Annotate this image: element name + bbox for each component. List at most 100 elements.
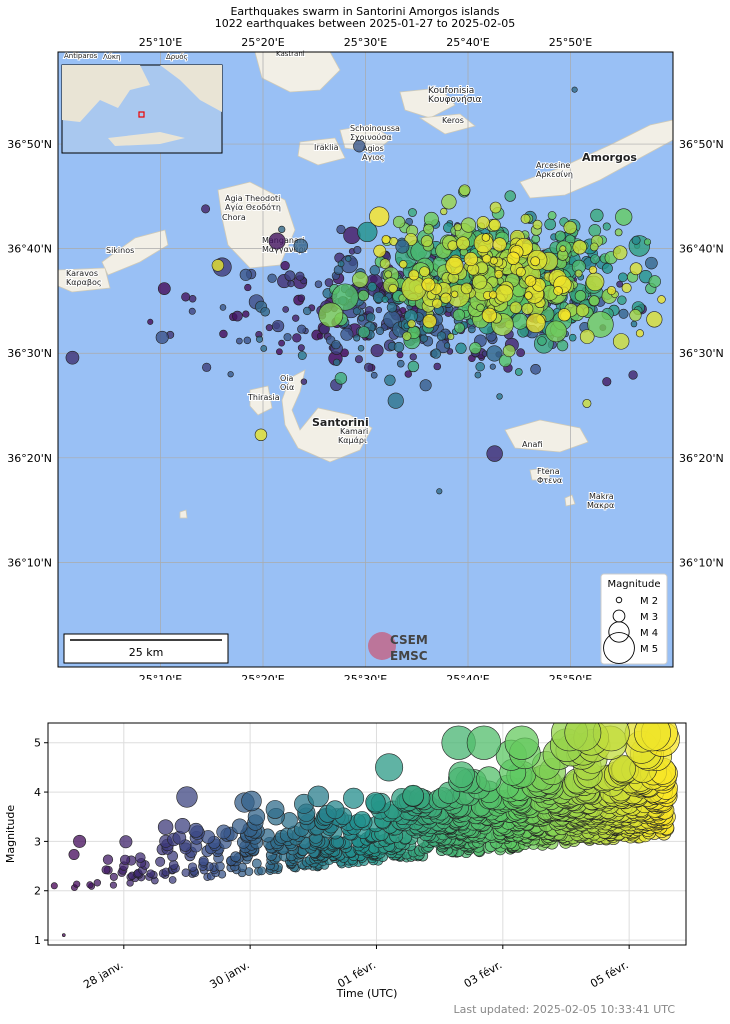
place-label: Kastrani [276, 50, 305, 58]
earthquake-point [575, 303, 590, 317]
earthquake-point [468, 325, 476, 334]
earthquake-point [297, 344, 305, 352]
earthquake-point [395, 239, 410, 254]
earthquake-point [489, 256, 498, 265]
place-label: Oia [280, 374, 294, 383]
earthquake-point [455, 342, 467, 354]
earthquake-point [399, 260, 408, 269]
earthquake-points-map [65, 86, 666, 495]
place-label: Schoinoussa [350, 124, 400, 133]
earthquake-point [352, 271, 369, 288]
map-lon-tick-bottom: 25°30'E [344, 673, 388, 680]
place-label: Κουφονήσια [428, 95, 482, 105]
earthquake-point [375, 326, 385, 335]
earthquake-point [375, 753, 404, 782]
earthquake-point [407, 360, 420, 373]
earthquake-point [331, 339, 341, 350]
earthquake-point [318, 302, 344, 328]
earthquake-point [648, 275, 661, 288]
earthquake-point [278, 225, 286, 234]
earthquake-point [260, 306, 270, 317]
earthquake-point [267, 273, 277, 283]
earthquake-point [292, 333, 302, 343]
place-label: Kamari [340, 427, 368, 436]
earthquake-point [612, 245, 628, 260]
earthquake-point [239, 268, 252, 281]
earthquake-point [515, 266, 526, 277]
earthquake-point [563, 220, 577, 235]
ts-y-tick-label: 2 [34, 885, 41, 898]
inset-mainland [62, 65, 150, 122]
earthquake-point [216, 824, 231, 840]
earthquake-point [353, 334, 361, 342]
earthquake-point [268, 232, 286, 250]
place-label: Antiparos [64, 52, 98, 60]
place-label: Iraklia [314, 143, 339, 152]
earthquake-point [364, 362, 374, 372]
santorini-island [281, 369, 373, 463]
map-lat-tick-left: 36°10'N [7, 556, 52, 569]
schoinoussa-island [339, 124, 393, 153]
earthquake-point [496, 393, 503, 400]
ts-x-tick-label: 03 févr. [462, 958, 505, 990]
earthquake-point [297, 294, 306, 302]
earthquake-point [419, 334, 428, 343]
earthquake-point [617, 295, 627, 305]
earthquake-point [475, 361, 485, 372]
earthquake-point [384, 270, 393, 279]
earthquake-point [381, 234, 391, 244]
earthquake-point [592, 723, 630, 752]
earthquake-point [571, 86, 578, 93]
earthquake-point [241, 790, 262, 812]
earthquake-point [280, 260, 290, 271]
earthquake-point [367, 282, 377, 292]
earthquake-point [232, 310, 243, 322]
earthquake-point [168, 860, 179, 870]
earthquake-point [336, 224, 346, 235]
place-label: Anafi [522, 440, 542, 449]
earthquake-point [402, 784, 424, 807]
earthquake-point [155, 856, 166, 867]
earthquake-point [369, 206, 390, 227]
place-label: Agia Theodoti [225, 194, 280, 203]
earthquake-point [260, 345, 268, 352]
earthquake-point [476, 766, 502, 792]
earthquake-point [407, 319, 416, 328]
earthquake-point [265, 800, 285, 819]
earthquake-point [423, 223, 434, 235]
earthquake-point [628, 370, 638, 380]
earthquake-point [61, 933, 66, 937]
place-label: Chora [222, 213, 246, 222]
earthquake-point [430, 348, 442, 359]
earthquake-point [227, 371, 234, 378]
map-lon-tick-top: 25°40'E [446, 36, 490, 49]
earthquake-point [337, 260, 345, 268]
keros-island [418, 113, 476, 135]
earthquake-point [607, 286, 616, 295]
legend-item: M 4 [640, 628, 658, 639]
map-lon-tick-bottom: 25°50'E [549, 673, 593, 680]
earthquake-point [492, 237, 507, 252]
legend-marker [608, 621, 630, 643]
earthquake-point [396, 359, 405, 368]
earthquake-point [345, 255, 352, 262]
earthquake-point [73, 880, 81, 888]
ts-y-tick-label: 1 [34, 934, 41, 947]
map-lon-tick-top: 25°30'E [344, 36, 388, 49]
emsc-logo-icon [368, 632, 396, 660]
earthquake-point [590, 208, 604, 223]
earthquake-point [358, 314, 365, 322]
earthquake-point [343, 787, 365, 809]
earthquake-point [324, 278, 334, 287]
earthquake-point [86, 881, 94, 889]
earthquake-point [254, 428, 268, 442]
earthquake-point [300, 378, 308, 385]
earthquake-point [574, 290, 587, 302]
place-label: Koufonisia [428, 86, 474, 96]
map-lon-tick-top: 25°10'E [139, 36, 183, 49]
ts-x-tick-label: 30 janv. [208, 958, 252, 991]
chart-subtitle: 1022 earthquakes between 2025-01-27 to 2… [214, 17, 516, 30]
earthquake-point [287, 280, 295, 288]
earthquake-point [265, 324, 273, 332]
earthquake-point [422, 314, 437, 329]
